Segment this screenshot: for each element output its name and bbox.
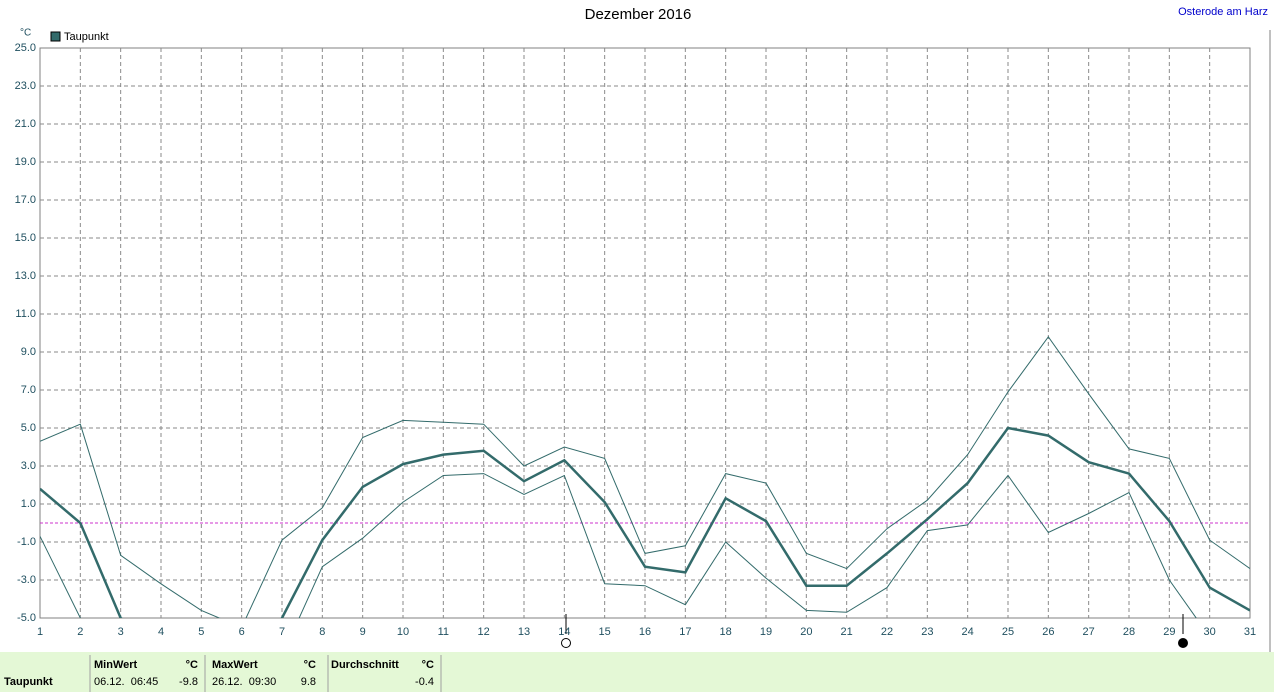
max-header: MaxWert — [212, 659, 258, 671]
x-tick-label: 9 — [360, 626, 366, 638]
y-tick-label: 3.0 — [21, 460, 36, 472]
x-tick-label: 7 — [279, 626, 285, 638]
x-tick-label: 31 — [1244, 626, 1256, 638]
x-tick-label: 28 — [1123, 626, 1135, 638]
x-tick-label: 21 — [841, 626, 853, 638]
y-tick-label: 1.0 — [21, 498, 36, 510]
x-tick-label: 8 — [319, 626, 325, 638]
max-unit: °C — [304, 659, 316, 671]
x-tick-label: 6 — [239, 626, 245, 638]
y-tick-label: 7.0 — [21, 384, 36, 396]
x-tick-label: 13 — [518, 626, 530, 638]
x-tick-label: 16 — [639, 626, 651, 638]
min-unit: °C — [186, 659, 198, 671]
x-tick-label: 3 — [118, 626, 124, 638]
x-tick-label: 10 — [397, 626, 409, 638]
avg-header: Durchschnitt — [331, 659, 399, 671]
y-tick-label: -3.0 — [17, 574, 36, 586]
summary-panel — [0, 652, 1274, 692]
x-tick-label: 25 — [1002, 626, 1014, 638]
y-unit: °C — [20, 28, 31, 39]
avg-unit: °C — [422, 659, 434, 671]
x-tick-label: 18 — [720, 626, 732, 638]
x-tick-label: 11 — [438, 626, 449, 638]
y-tick-label: 13.0 — [15, 270, 36, 282]
new-moon-icon — [1178, 638, 1188, 648]
y-tick-label: 19.0 — [15, 156, 36, 168]
x-tick-label: 2 — [77, 626, 83, 638]
x-tick-label: 14 — [558, 626, 570, 638]
row-label: Taupunkt — [4, 676, 53, 688]
range-line — [40, 335, 1250, 618]
y-tick-label: 11.0 — [15, 308, 36, 320]
x-tick-label: 22 — [881, 626, 893, 638]
x-tick-label: 30 — [1204, 626, 1216, 638]
x-tick-label: 24 — [962, 626, 974, 638]
series-group — [40, 335, 1250, 618]
x-tick-label: 4 — [158, 626, 164, 638]
min-value: -9.8 — [179, 676, 198, 688]
x-tick-label: 29 — [1163, 626, 1175, 638]
range-line — [40, 473, 1197, 618]
min-header: MinWert — [94, 659, 138, 671]
y-tick-label: 17.0 — [15, 194, 36, 206]
y-tick-label: 5.0 — [21, 422, 36, 434]
x-tick-label: 5 — [198, 626, 204, 638]
x-tick-label: 23 — [921, 626, 933, 638]
y-tick-label: -1.0 — [17, 536, 36, 548]
y-tick-label: 23.0 — [15, 80, 36, 92]
y-tick-label: 15.0 — [15, 232, 36, 244]
max-value: 9.8 — [301, 676, 316, 688]
x-tick-label: 27 — [1083, 626, 1095, 638]
mean-line — [40, 426, 1250, 618]
x-tick-label: 19 — [760, 626, 772, 638]
x-tick-label: 20 — [800, 626, 812, 638]
chart-title: Dezember 2016 — [585, 6, 692, 23]
y-tick-label: 25.0 — [15, 42, 36, 54]
x-tick-label: 12 — [478, 626, 490, 638]
full-moon-icon — [561, 638, 571, 648]
x-tick-label: 26 — [1042, 626, 1054, 638]
y-tick-label: 9.0 — [21, 346, 36, 358]
avg-value: -0.4 — [415, 676, 434, 688]
x-tick-label: 17 — [679, 626, 691, 638]
x-tick-label: 1 — [37, 626, 43, 638]
legend-label: Taupunkt — [64, 31, 109, 43]
legend-swatch — [50, 31, 61, 42]
y-tick-label: -5.0 — [17, 612, 36, 624]
max-time: 26.12. 09:30 — [212, 676, 276, 688]
x-tick-label: 15 — [599, 626, 611, 638]
min-time: 06.12. 06:45 — [94, 676, 158, 688]
y-tick-label: 21.0 — [15, 118, 36, 130]
location: Osterode am Harz — [1178, 6, 1268, 18]
